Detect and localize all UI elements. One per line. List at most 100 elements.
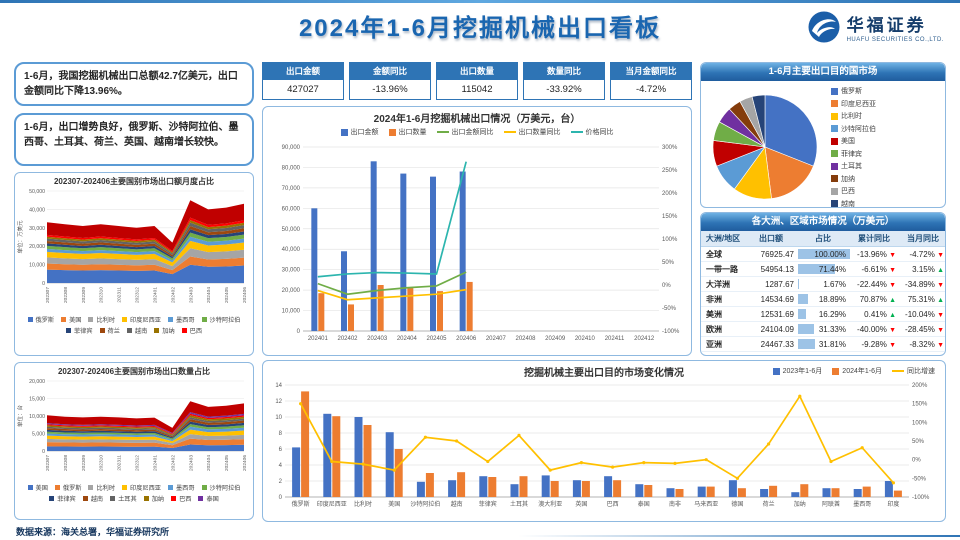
svg-text:15,000: 15,000 bbox=[29, 397, 45, 403]
legend-item: 越南 bbox=[831, 199, 876, 207]
svg-text:4: 4 bbox=[279, 463, 283, 469]
legend-item: 越南 bbox=[82, 494, 104, 503]
svg-text:-100%: -100% bbox=[662, 329, 680, 335]
legend-swatch bbox=[831, 87, 838, 95]
svg-text:2: 2 bbox=[279, 479, 283, 485]
legend-swatch bbox=[892, 370, 904, 372]
legend-item: 沙特阿拉伯 bbox=[831, 124, 876, 134]
legend-item: 加纳 bbox=[831, 174, 876, 184]
legend-item: 加纳 bbox=[154, 326, 175, 335]
qty-share-chart: 0 5,000 10,000 15,000 20,000 202307 202308 2023… bbox=[16, 379, 248, 471]
logo-name-en: HUAFU SECURITIES CO.,LTD. bbox=[846, 37, 944, 43]
legend-swatch bbox=[831, 100, 838, 107]
destination-change-panel: 挖掘机械主要出口目的市场变化情况 2023年1-6月 2024年1-6月 同比增速 … bbox=[262, 360, 946, 522]
amount-share-chart: 0 10,000 20,000 30,000 40,000 50,000 202307 202… bbox=[16, 189, 248, 303]
svg-text:50,000: 50,000 bbox=[29, 189, 45, 195]
svg-text:202402: 202402 bbox=[170, 287, 176, 303]
svg-text:90,000: 90,000 bbox=[282, 145, 301, 151]
qty-share-legend: 美国 俄罗斯 比利时 印度尼西亚 墨西哥 沙特阿拉伯 菲律宾 越南 土耳其 加纳 巴西 泰国 bbox=[15, 482, 253, 504]
legend-label: 出口金额同比 bbox=[451, 129, 494, 136]
share-cell: 31.81% bbox=[797, 336, 849, 352]
region-name: 大洋洲 bbox=[701, 276, 745, 292]
kpi-box-4: 当月金额同比 -4.72% bbox=[610, 62, 692, 100]
share-databar bbox=[798, 309, 807, 319]
svg-text:-100%: -100% bbox=[912, 495, 930, 501]
cumulative-yoy: -22.44% ▼ bbox=[849, 276, 899, 292]
legend-label: 比利时 bbox=[96, 317, 116, 324]
svg-text:202312: 202312 bbox=[135, 455, 141, 471]
legend-swatch bbox=[831, 200, 838, 207]
svg-text:202404: 202404 bbox=[206, 287, 212, 303]
region-name: 一带一路 bbox=[701, 261, 745, 277]
legend-label: 印度尼西亚 bbox=[130, 485, 161, 492]
svg-text:202402: 202402 bbox=[170, 455, 176, 471]
export-amount: 24104.09 bbox=[745, 321, 797, 337]
svg-text:土耳其: 土耳其 bbox=[510, 500, 528, 508]
legend-item: 沙特阿拉伯 bbox=[201, 315, 240, 324]
destination-chart-legend: 2023年1-6月 2024年1-6月 同比增速 bbox=[772, 364, 935, 378]
legend-item: 越南 bbox=[126, 326, 147, 335]
share-databar bbox=[798, 279, 799, 289]
logo: 华福证券 HUAFU SECURITIES CO.,LTD. bbox=[807, 10, 944, 44]
legend-label: 俄罗斯 bbox=[62, 485, 82, 492]
svg-text:10: 10 bbox=[275, 415, 282, 421]
legend-swatch bbox=[831, 150, 838, 157]
legend-label: 2024年1-6月 bbox=[842, 368, 882, 375]
legend-label: 俄罗斯 bbox=[841, 88, 862, 95]
pie-panel: 1-6月主要出口目的国市场 俄罗斯 印度尼西亚 比利时 沙特阿拉伯 美国 菲律宾 土耳其 加纳… bbox=[700, 62, 946, 208]
kpi-value: -33.92% bbox=[546, 84, 582, 95]
cumulative-yoy: -40.00% ▼ bbox=[849, 321, 899, 337]
region-name: 非洲 bbox=[701, 291, 745, 307]
svg-text:202307: 202307 bbox=[45, 287, 51, 303]
svg-text:202311: 202311 bbox=[117, 287, 123, 303]
cumulative-yoy: -6.61% ▼ bbox=[849, 261, 899, 277]
svg-text:202408: 202408 bbox=[515, 336, 536, 342]
region-table-header: 各大洲、区域市场情况（万美元） bbox=[701, 213, 945, 231]
svg-text:南非: 南非 bbox=[669, 500, 681, 508]
svg-text:俄罗斯: 俄罗斯 bbox=[292, 500, 310, 508]
svg-text:20,000: 20,000 bbox=[29, 379, 45, 385]
kpi-value: 427027 bbox=[287, 84, 319, 95]
page-title: 2024年1-6月挖掘机械出口看板 bbox=[298, 15, 662, 42]
svg-text:202403: 202403 bbox=[367, 336, 388, 342]
kpi-label: 出口数量 bbox=[437, 63, 517, 80]
legend-item: 出口金额 bbox=[340, 127, 379, 137]
monthly-export-chart-panel: 2024年1-6月挖掘机械出口情况（万美元，台） 出口金额 出口数量 出口金额同比出… bbox=[262, 106, 692, 356]
svg-text:0: 0 bbox=[42, 281, 45, 287]
legend-swatch bbox=[831, 162, 838, 170]
svg-text:马来西亚: 马来西亚 bbox=[694, 500, 718, 508]
month-yoy: 3.15% ▲ bbox=[899, 261, 945, 277]
legend-label: 越南 bbox=[90, 496, 104, 503]
legend-swatch bbox=[831, 125, 838, 132]
logo-text: 华福证券 HUAFU SECURITIES CO.,LTD. bbox=[847, 11, 944, 43]
region-name: 亚洲 bbox=[701, 336, 745, 352]
table-col-header: 当月同比 bbox=[899, 231, 945, 247]
kpi-value: 115042 bbox=[461, 84, 493, 95]
legend-label: 加纳 bbox=[151, 496, 165, 503]
legend-swatch bbox=[772, 367, 780, 375]
legend-swatch bbox=[831, 187, 838, 195]
up-arrow-icon: ▲ bbox=[889, 311, 896, 319]
legend-label: 菲律宾 bbox=[57, 496, 76, 503]
month-yoy: -28.45% ▼ bbox=[899, 321, 945, 337]
legend-swatch bbox=[831, 175, 838, 182]
logo-name-cn: 华福证券 bbox=[846, 16, 927, 35]
destination-chart-title: 挖掘机械主要出口目的市场变化情况 bbox=[524, 368, 684, 379]
legend-swatch bbox=[167, 317, 173, 322]
legend-item: 墨西哥 bbox=[167, 315, 195, 324]
svg-text:202411: 202411 bbox=[605, 336, 625, 342]
table-header-row: 大洲/地区 出口额 占比 累计同比 当月同比 bbox=[701, 231, 945, 247]
month-yoy: -4.72% ▼ bbox=[899, 246, 945, 262]
region-name: 欧洲 bbox=[701, 321, 745, 337]
svg-text:300%: 300% bbox=[662, 145, 678, 151]
table-col-header: 大洲/地区 bbox=[701, 231, 745, 247]
export-amount: 1287.67 bbox=[745, 276, 797, 292]
svg-text:100%: 100% bbox=[912, 420, 928, 426]
legend-label: 泰国 bbox=[206, 496, 219, 503]
down-arrow-icon: ▼ bbox=[937, 281, 944, 289]
legend-swatch bbox=[122, 485, 128, 490]
svg-text:202309: 202309 bbox=[81, 455, 87, 471]
svg-text:14: 14 bbox=[275, 383, 282, 389]
svg-text:202403: 202403 bbox=[188, 455, 194, 471]
svg-text:5,000: 5,000 bbox=[32, 432, 45, 438]
